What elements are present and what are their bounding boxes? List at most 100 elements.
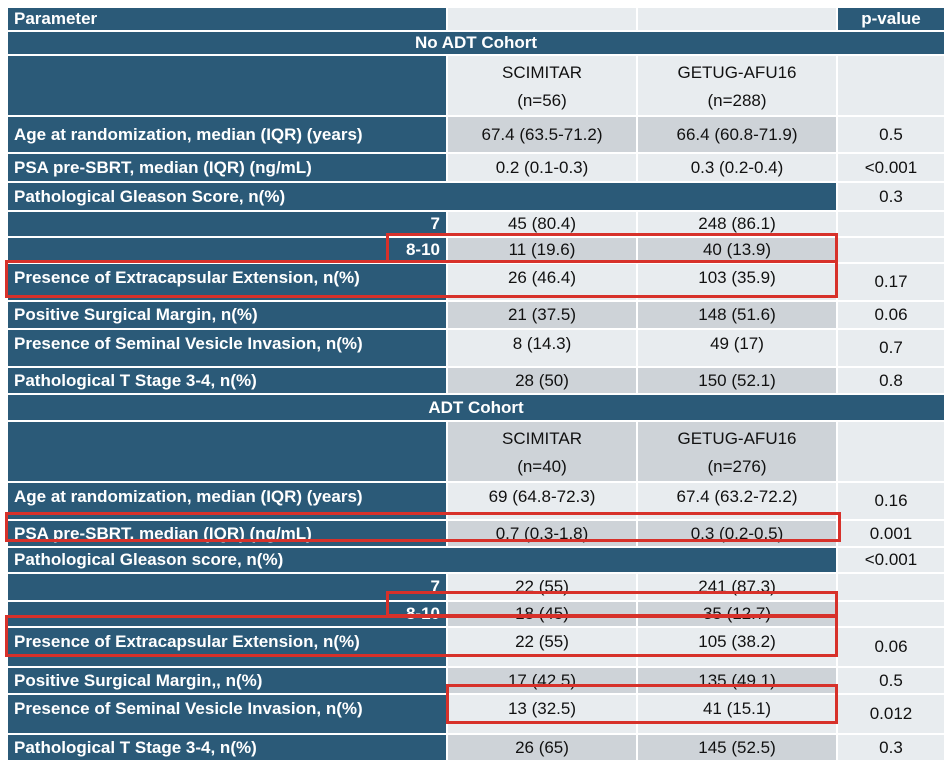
row-label: 8-10 [6, 600, 448, 628]
value-cell: 67.4 (63.5-71.2) [446, 115, 638, 154]
value-cell: 45 (80.4) [446, 210, 638, 238]
p-value-cell [836, 600, 946, 628]
row-label: Presence of Seminal Vesicle Invasion, n(… [6, 693, 448, 735]
p-value-cell: <0.001 [836, 152, 946, 183]
section-title-row: No ADT Cohort [6, 30, 946, 56]
value-cell: 103 (35.9) [636, 262, 838, 302]
value-cell: 66.4 (60.8-71.9) [636, 115, 838, 154]
value-cell: 248 (86.1) [636, 210, 838, 238]
table-row: Presence of Extracapsular Extension, n(%… [6, 262, 946, 302]
row-label: PSA pre-SBRT, median (IQR) (ng/mL) [6, 152, 448, 183]
value-cell: 8 (14.3) [446, 328, 638, 368]
empty-header-cell [636, 6, 838, 32]
table-row: Positive Surgical Margin,, n(%) 17 (42.5… [6, 666, 946, 695]
adt-cohort-title: ADT Cohort [6, 393, 946, 422]
section-title-row: ADT Cohort [6, 393, 946, 422]
group2-header: GETUG-AFU16 (n=276) [636, 420, 838, 483]
row-label: Age at randomization, median (IQR) (year… [6, 481, 448, 521]
value-cell: 49 (17) [636, 328, 838, 368]
p-value-cell: 0.012 [836, 693, 946, 735]
value-cell: 22 (55) [446, 572, 638, 602]
table-row: Positive Surgical Margin, n(%) 21 (37.5)… [6, 300, 946, 330]
table-header-row: Parameter p-value [6, 6, 946, 32]
p-value-cell: 0.3 [836, 733, 946, 762]
value-cell: 145 (52.5) [636, 733, 838, 762]
empty-header-cell [446, 6, 638, 32]
value-cell: 35 (12.7) [636, 600, 838, 628]
group2-n: (n=288) [707, 91, 767, 110]
row-label: Pathological T Stage 3-4, n(%) [6, 366, 448, 395]
comparison-table-container: Parameter p-value No ADT Cohort SCIMITAR… [6, 6, 946, 762]
group1-header: SCIMITAR (n=56) [446, 54, 638, 117]
table-row: 8-10 11 (19.6) 40 (13.9) [6, 236, 946, 264]
p-value-cell: 0.16 [836, 481, 946, 521]
empty-p-cell [836, 54, 946, 117]
value-cell: 40 (13.9) [636, 236, 838, 264]
p-value-cell [836, 210, 946, 238]
group1-n: (n=56) [517, 91, 567, 110]
value-cell: 148 (51.6) [636, 300, 838, 330]
value-cell: 11 (19.6) [446, 236, 638, 264]
row-label: 7 [6, 210, 448, 238]
row-label: Presence of Extracapsular Extension, n(%… [6, 626, 448, 668]
value-cell: 41 (15.1) [636, 693, 838, 735]
p-value-cell: 0.06 [836, 626, 946, 668]
row-label: Positive Surgical Margin,, n(%) [6, 666, 448, 695]
table-row: PSA pre-SBRT, median (IQR) (ng/mL) 0.2 (… [6, 152, 946, 183]
row-label: 7 [6, 572, 448, 602]
value-cell: 0.7 (0.3-1.8) [446, 519, 638, 548]
value-cell: 0.3 (0.2-0.4) [636, 152, 838, 183]
table-row: 7 45 (80.4) 248 (86.1) [6, 210, 946, 238]
group1-name: SCIMITAR [502, 63, 582, 82]
p-value-cell: 0.001 [836, 519, 946, 548]
table-row: Pathological Gleason Score, n(%) 0.3 [6, 181, 946, 212]
value-cell: 67.4 (63.2-72.2) [636, 481, 838, 521]
value-cell: 241 (87.3) [636, 572, 838, 602]
value-cell: 0.3 (0.2-0.5) [636, 519, 838, 548]
group2-header: GETUG-AFU16 (n=288) [636, 54, 838, 117]
group1-name: SCIMITAR [502, 429, 582, 448]
group-header-row: SCIMITAR (n=40) GETUG-AFU16 (n=276) [6, 420, 946, 483]
value-cell: 69 (64.8-72.3) [446, 481, 638, 521]
table-row: Presence of Seminal Vesicle Invasion, n(… [6, 328, 946, 368]
row-label: Pathological Gleason score, n(%) [6, 546, 838, 574]
parameter-header: Parameter [6, 6, 448, 32]
value-cell: 18 (45) [446, 600, 638, 628]
p-value-cell: 0.17 [836, 262, 946, 302]
value-cell: 17 (42.5) [446, 666, 638, 695]
group1-n: (n=40) [517, 457, 567, 476]
row-label: Presence of Extracapsular Extension, n(%… [6, 262, 448, 302]
group-header-row: SCIMITAR (n=56) GETUG-AFU16 (n=288) [6, 54, 946, 117]
group2-n: (n=276) [707, 457, 767, 476]
p-value-cell [836, 236, 946, 264]
table-row: PSA pre-SBRT, median (IQR) (ng/mL) 0.7 (… [6, 519, 946, 548]
p-value-cell: 0.5 [836, 115, 946, 154]
p-value-cell [836, 572, 946, 602]
no-adt-cohort-title: No ADT Cohort [6, 30, 946, 56]
table-row: Presence of Seminal Vesicle Invasion, n(… [6, 693, 946, 735]
value-cell: 26 (46.4) [446, 262, 638, 302]
empty-p-cell [836, 420, 946, 483]
value-cell: 22 (55) [446, 626, 638, 668]
row-label: Positive Surgical Margin, n(%) [6, 300, 448, 330]
p-value-cell: 0.8 [836, 366, 946, 395]
p-value-header: p-value [836, 6, 946, 32]
p-value-cell: 0.3 [836, 181, 946, 212]
value-cell: 0.2 (0.1-0.3) [446, 152, 638, 183]
row-label: Age at randomization, median (IQR) (year… [6, 115, 448, 154]
cohort-comparison-table: Parameter p-value No ADT Cohort SCIMITAR… [6, 6, 946, 762]
p-value-cell: 0.5 [836, 666, 946, 695]
p-value-cell: 0.06 [836, 300, 946, 330]
table-row: Pathological T Stage 3-4, n(%) 26 (65) 1… [6, 733, 946, 762]
table-row: Pathological T Stage 3-4, n(%) 28 (50) 1… [6, 366, 946, 395]
group2-name: GETUG-AFU16 [677, 63, 797, 82]
row-label: Presence of Seminal Vesicle Invasion, n(… [6, 328, 448, 368]
value-cell: 26 (65) [446, 733, 638, 762]
value-cell: 105 (38.2) [636, 626, 838, 668]
p-value-cell: <0.001 [836, 546, 946, 574]
value-cell: 150 (52.1) [636, 366, 838, 395]
value-cell: 28 (50) [446, 366, 638, 395]
row-label: Pathological Gleason Score, n(%) [6, 181, 838, 212]
p-value-cell: 0.7 [836, 328, 946, 368]
row-label: Pathological T Stage 3-4, n(%) [6, 733, 448, 762]
